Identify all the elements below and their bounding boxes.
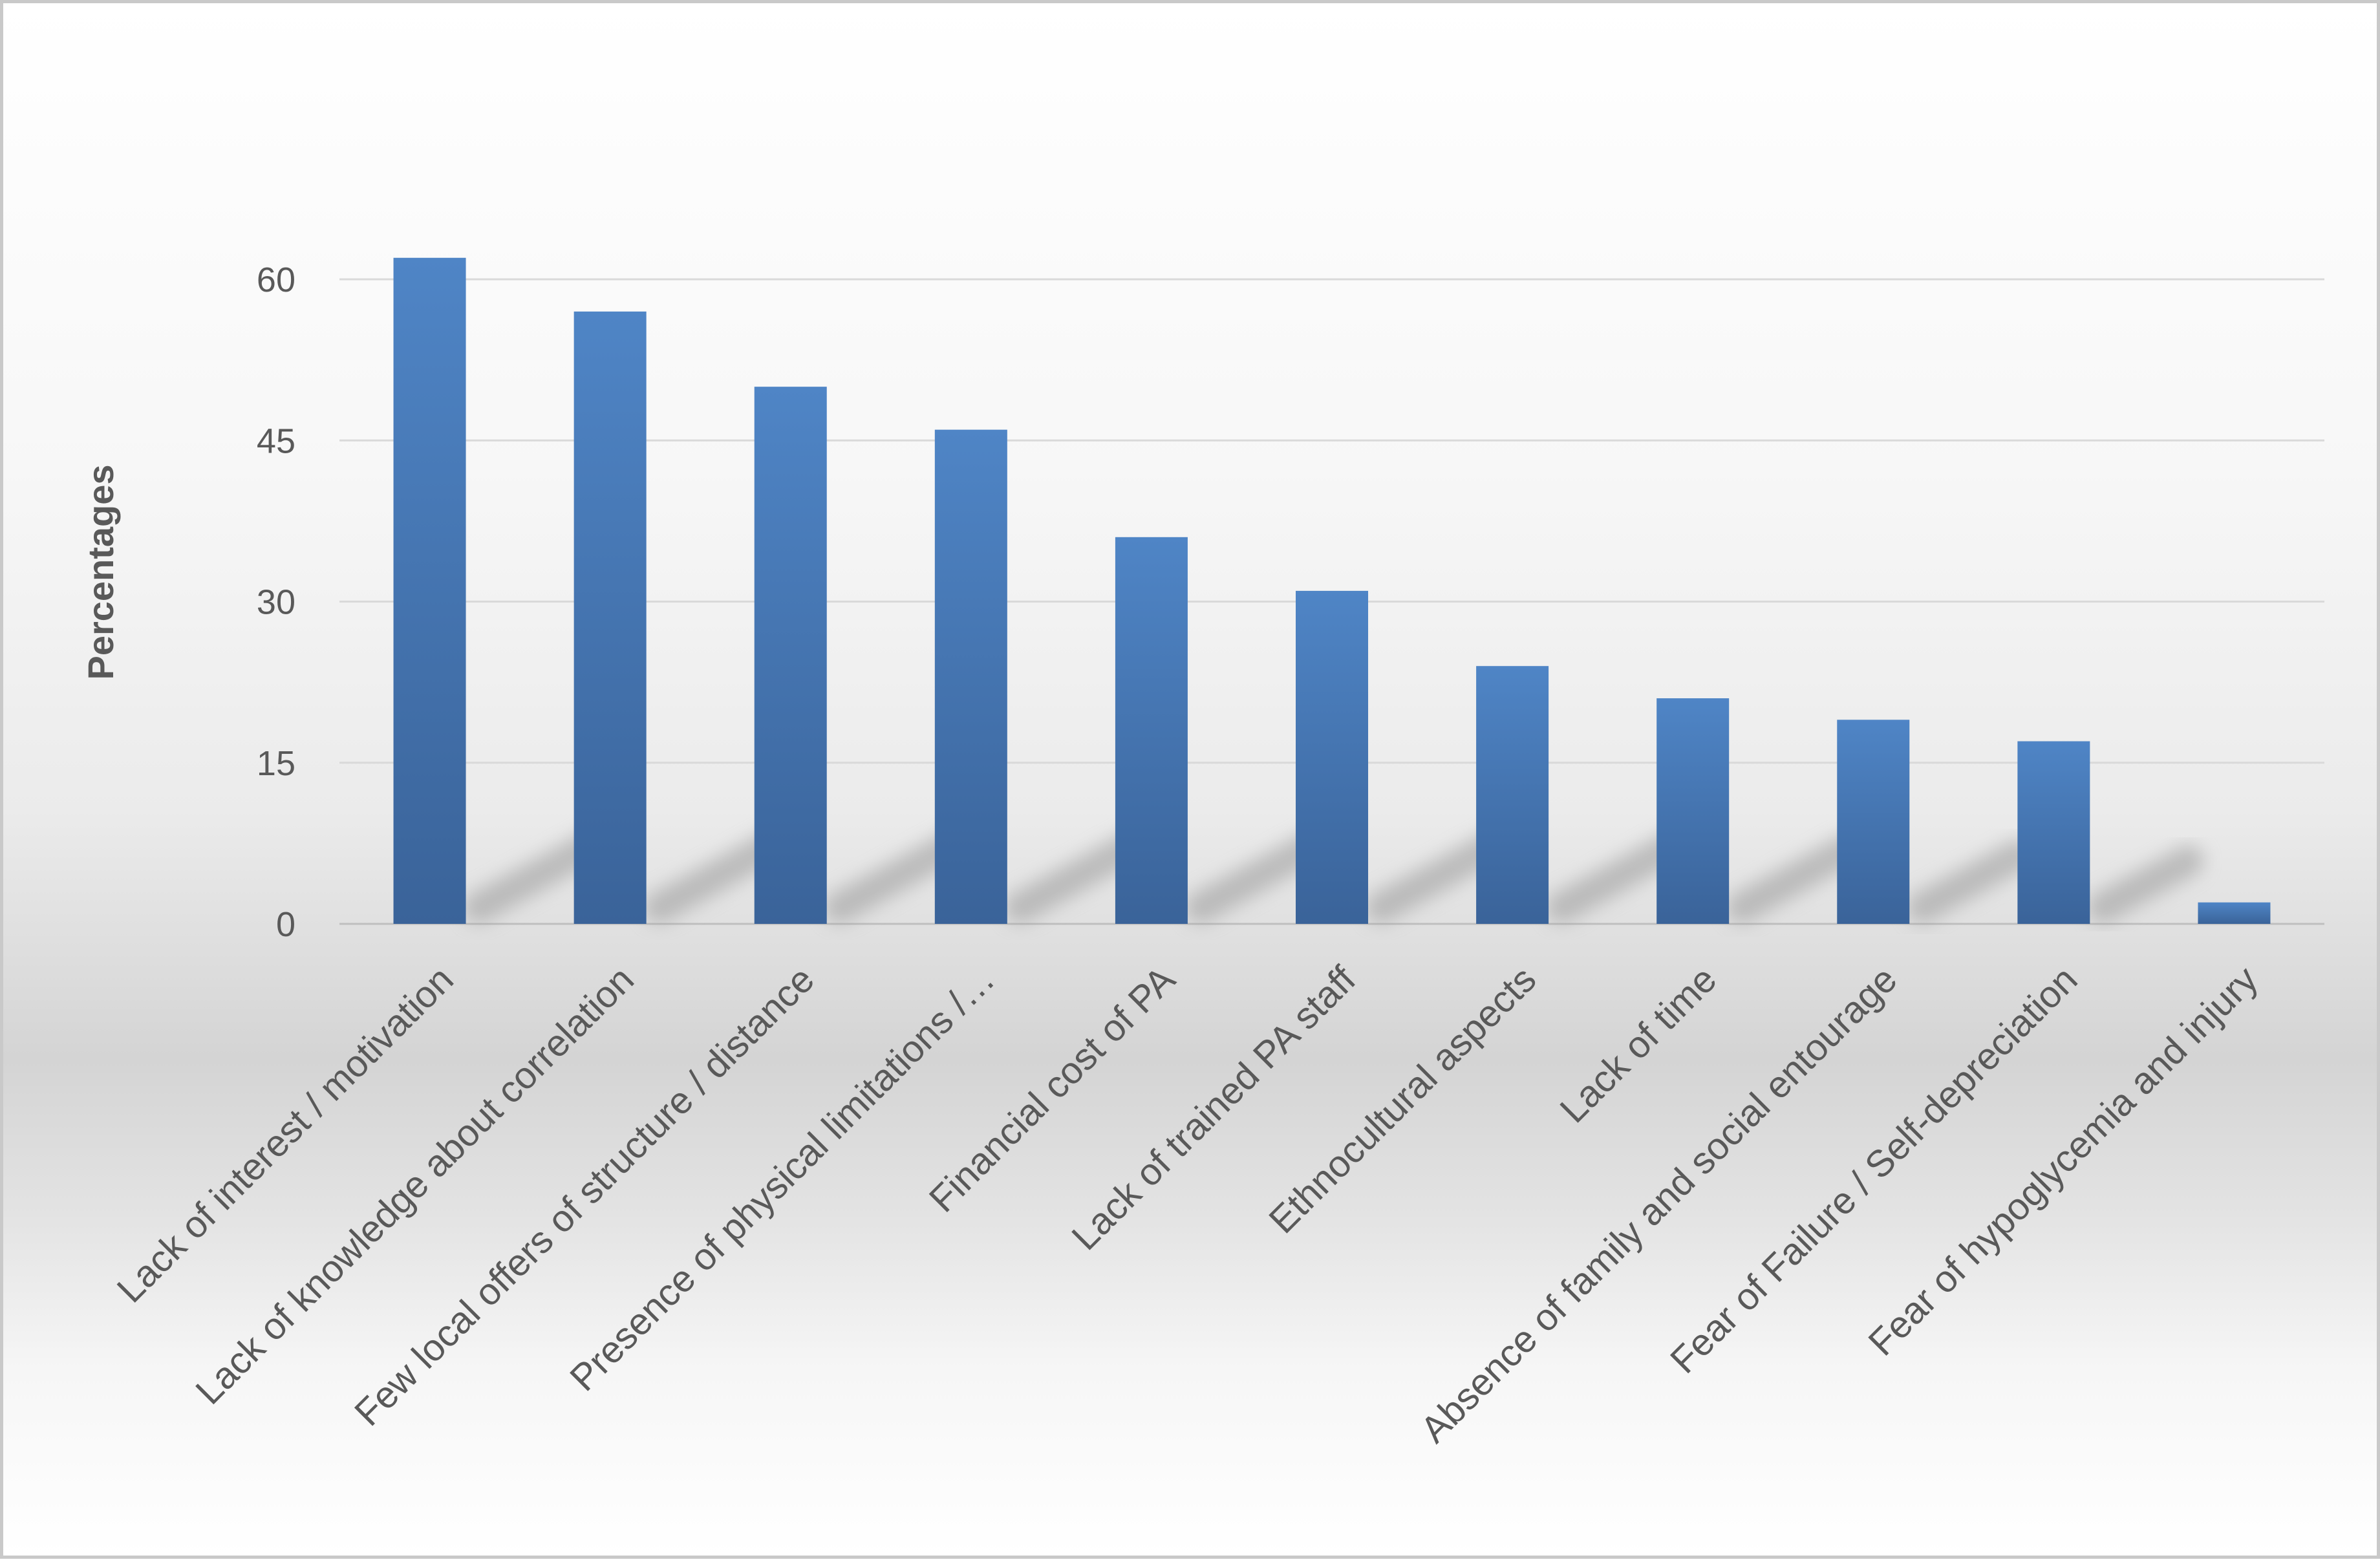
- category-label: Fear of Failure / Self-depreciation: [1662, 958, 2086, 1382]
- bar: [1656, 698, 1730, 924]
- bar: [574, 311, 647, 925]
- bar: [393, 257, 466, 925]
- bar-shadow: [2087, 845, 2204, 923]
- y-tick-label: 0: [276, 905, 295, 944]
- bar: [1837, 720, 1910, 924]
- y-tick-label: 15: [257, 744, 295, 783]
- bars: [393, 257, 2271, 925]
- bar: [1115, 537, 1188, 924]
- category-label: Fear of hypoglycemia and injury: [1860, 958, 2266, 1364]
- category-label: Lack of interest / motivation: [109, 958, 462, 1311]
- bar: [2198, 902, 2271, 924]
- bar-shadow: [1726, 834, 1863, 923]
- y-axis-title: Percentages: [80, 464, 121, 679]
- bar: [934, 429, 1007, 924]
- category-label: Lack of time: [1552, 958, 1724, 1131]
- y-tick-label: 30: [257, 583, 295, 622]
- bar: [754, 387, 827, 924]
- bar: [1296, 590, 1368, 924]
- y-tick-label: 60: [257, 261, 295, 299]
- bar: [1476, 666, 1549, 924]
- bar-shadow: [1907, 839, 2033, 923]
- y-axis-tick-labels: 0 15 30 45 60: [257, 261, 295, 944]
- bar: [2017, 741, 2090, 924]
- y-tick-label: 45: [257, 422, 295, 460]
